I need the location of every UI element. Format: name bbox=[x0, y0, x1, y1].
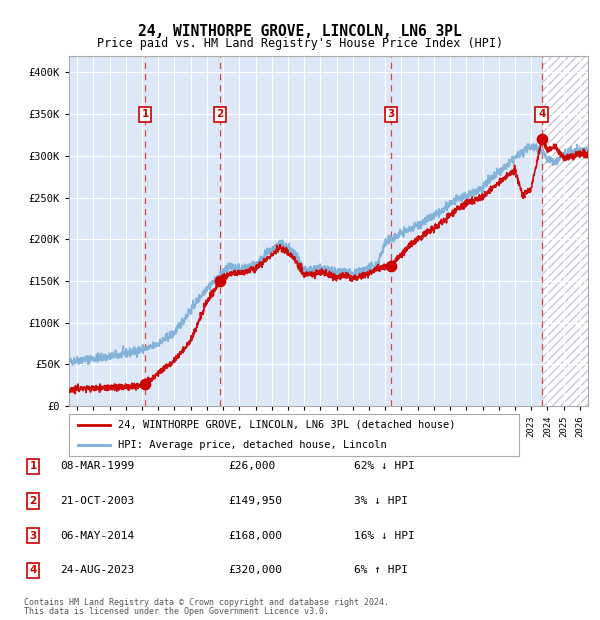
Text: 1: 1 bbox=[142, 109, 149, 119]
Text: 2: 2 bbox=[29, 496, 37, 506]
Text: 06-MAY-2014: 06-MAY-2014 bbox=[60, 531, 134, 541]
Text: 62% ↓ HPI: 62% ↓ HPI bbox=[354, 461, 415, 471]
Text: £149,950: £149,950 bbox=[228, 496, 282, 506]
Text: 4: 4 bbox=[29, 565, 37, 575]
Bar bbox=[542, 56, 588, 406]
Text: 16% ↓ HPI: 16% ↓ HPI bbox=[354, 531, 415, 541]
Point bbox=[537, 135, 547, 144]
Text: £26,000: £26,000 bbox=[228, 461, 275, 471]
Text: 24, WINTHORPE GROVE, LINCOLN, LN6 3PL (detached house): 24, WINTHORPE GROVE, LINCOLN, LN6 3PL (d… bbox=[119, 420, 456, 430]
Text: Contains HM Land Registry data © Crown copyright and database right 2024.: Contains HM Land Registry data © Crown c… bbox=[24, 598, 389, 607]
Point bbox=[215, 276, 225, 286]
Text: £320,000: £320,000 bbox=[228, 565, 282, 575]
Text: 3: 3 bbox=[29, 531, 37, 541]
Text: 3: 3 bbox=[388, 109, 395, 119]
Text: 24, WINTHORPE GROVE, LINCOLN, LN6 3PL: 24, WINTHORPE GROVE, LINCOLN, LN6 3PL bbox=[138, 24, 462, 38]
Text: 08-MAR-1999: 08-MAR-1999 bbox=[60, 461, 134, 471]
Point bbox=[386, 261, 396, 271]
Bar bbox=[69, 56, 542, 406]
Text: 4: 4 bbox=[538, 109, 545, 119]
Text: £168,000: £168,000 bbox=[228, 531, 282, 541]
Text: Price paid vs. HM Land Registry's House Price Index (HPI): Price paid vs. HM Land Registry's House … bbox=[97, 37, 503, 50]
Point bbox=[140, 379, 150, 389]
Text: 24-AUG-2023: 24-AUG-2023 bbox=[60, 565, 134, 575]
Text: 2: 2 bbox=[217, 109, 224, 119]
Text: 3% ↓ HPI: 3% ↓ HPI bbox=[354, 496, 408, 506]
Text: 1: 1 bbox=[29, 461, 37, 471]
Text: 6% ↑ HPI: 6% ↑ HPI bbox=[354, 565, 408, 575]
Text: This data is licensed under the Open Government Licence v3.0.: This data is licensed under the Open Gov… bbox=[24, 607, 329, 616]
Text: 21-OCT-2003: 21-OCT-2003 bbox=[60, 496, 134, 506]
Text: HPI: Average price, detached house, Lincoln: HPI: Average price, detached house, Linc… bbox=[119, 440, 387, 450]
